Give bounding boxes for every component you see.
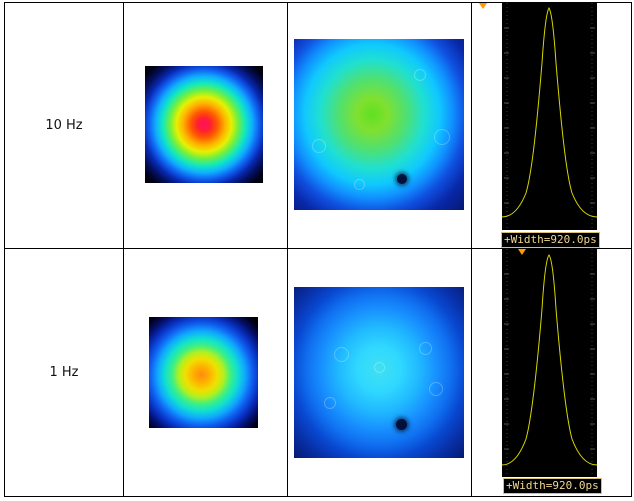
near-field-cell [123,248,288,497]
far-field-cell [287,248,472,497]
oscilloscope-trace [502,3,597,230]
far-field-cell [287,2,472,249]
trigger-marker-icon [479,3,487,9]
pulse-width-readout: +Width=920.0ps [501,232,600,248]
beam-profile-far-image [294,39,464,210]
pulse-scope-cell: +Width=920.0ps [471,248,632,497]
table-row-1hz: 1 Hz [4,248,632,497]
frequency-cell: 1 Hz [4,248,124,497]
results-table: 10 Hz [4,2,632,497]
beam-profile-far-image [294,287,464,458]
near-field-cell [123,2,288,249]
beam-profile-near-image [149,317,258,428]
oscilloscope-trace [502,249,597,477]
pulse-scope-cell: +Width=920.0ps [471,2,632,249]
table-row-10hz: 10 Hz [4,2,632,249]
frequency-label: 10 Hz [45,118,83,133]
pulse-width-readout: +Width=920.0ps [503,478,602,494]
frequency-label: 1 Hz [49,365,79,380]
beam-profile-near-image [145,66,263,183]
trigger-marker-icon [518,249,526,255]
frequency-cell: 10 Hz [4,2,124,249]
